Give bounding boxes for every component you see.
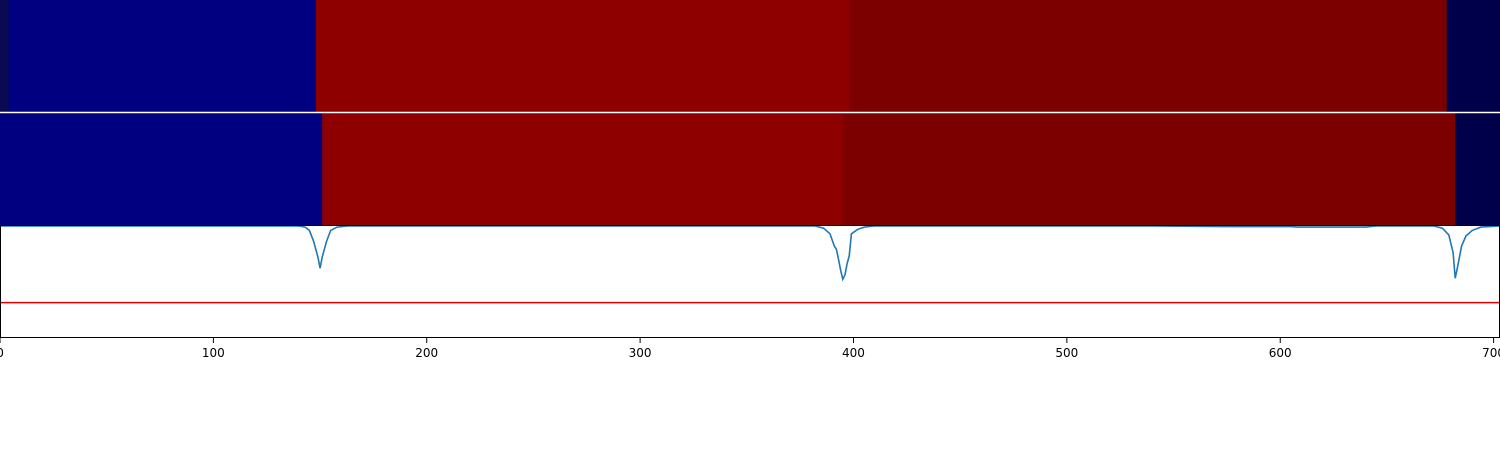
heatmap-segment	[315, 0, 850, 112]
heatmap-segment	[1455, 113, 1500, 225]
signal-panel-background	[0, 226, 1500, 338]
x-axis-tick-label: 500	[1055, 346, 1078, 360]
heatmap-row-1	[0, 0, 1500, 112]
x-axis: 0 100 200 300 400 500 600 700	[0, 338, 1500, 360]
x-axis-tick-label: 700	[1482, 346, 1500, 360]
heatmap-segment	[0, 113, 323, 225]
x-axis-tick-label: 300	[629, 346, 652, 360]
heatmap-segment	[8, 0, 317, 112]
x-axis-tick-label: 0	[0, 346, 4, 360]
x-axis-tick-label: 200	[415, 346, 438, 360]
x-axis-tick-label: 400	[842, 346, 865, 360]
x-axis-tick-label: 600	[1269, 346, 1292, 360]
heatmap-segment	[849, 0, 1448, 112]
heatmap-segment	[842, 113, 1456, 225]
signal-panel	[0, 225, 1500, 338]
heatmap-segment	[0, 0, 10, 112]
heatmap-segment	[322, 113, 844, 225]
signal-line	[0, 225, 1500, 282]
heatmap-rows	[0, 0, 1500, 225]
heatmap-row-2	[0, 113, 1500, 225]
x-axis-tick-label: 100	[202, 346, 225, 360]
heatmap-segment	[1446, 0, 1500, 112]
